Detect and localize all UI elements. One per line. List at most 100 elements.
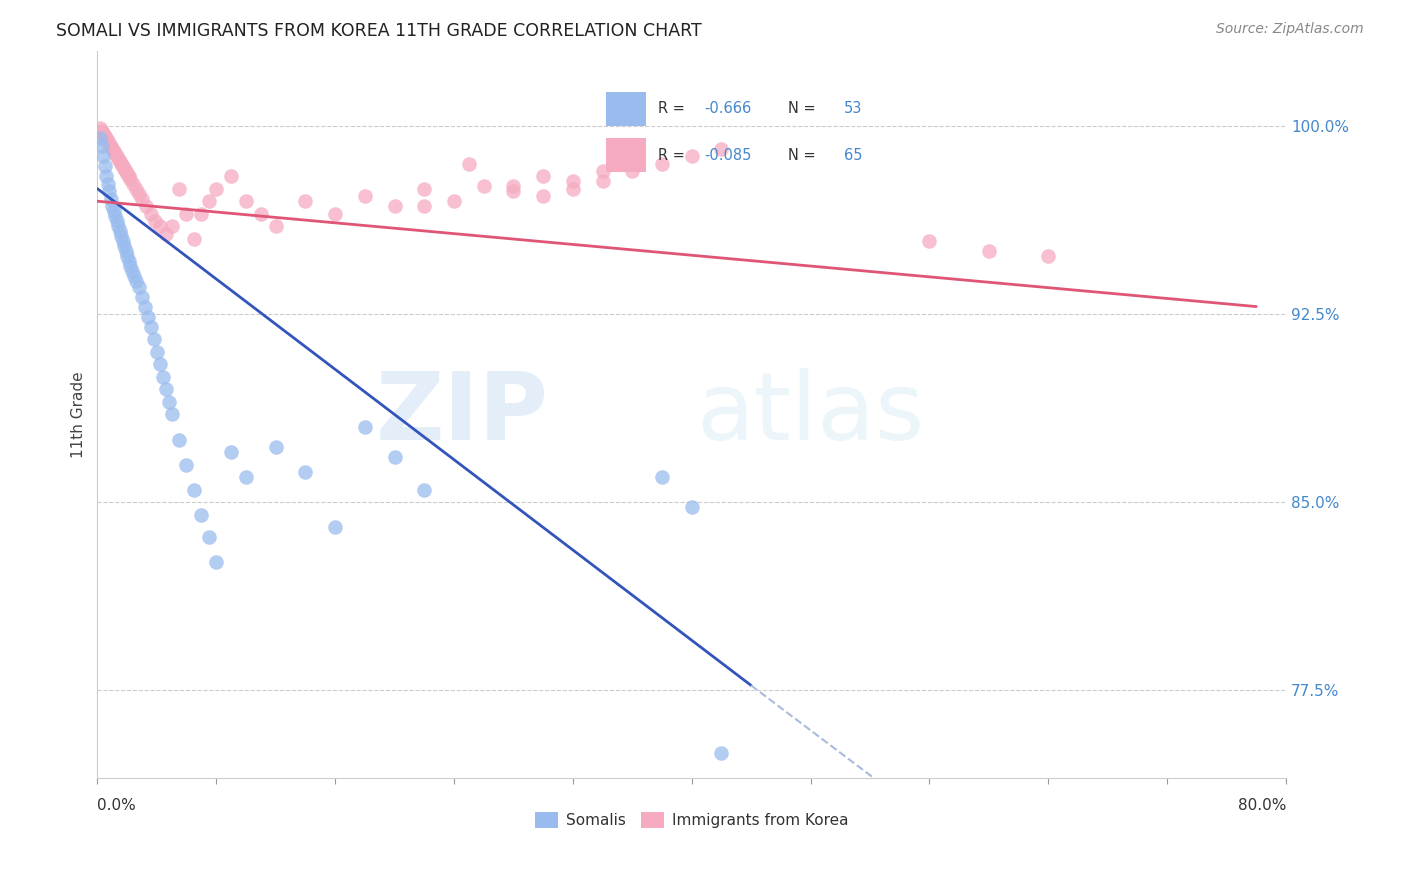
Point bbox=[413, 483, 436, 497]
Point bbox=[197, 530, 219, 544]
Point bbox=[531, 189, 554, 203]
Point bbox=[205, 182, 228, 196]
Point bbox=[142, 332, 165, 346]
Point bbox=[294, 465, 316, 479]
Text: SOMALI VS IMMIGRANTS FROM KOREA 11TH GRADE CORRELATION CHART: SOMALI VS IMMIGRANTS FROM KOREA 11TH GRA… bbox=[56, 22, 702, 40]
Point bbox=[98, 184, 121, 198]
Point bbox=[176, 207, 198, 221]
Point bbox=[502, 179, 524, 194]
Point bbox=[413, 199, 436, 213]
Point bbox=[176, 458, 198, 472]
Point bbox=[457, 156, 479, 170]
Point bbox=[167, 182, 190, 196]
Point bbox=[91, 149, 114, 163]
Point bbox=[264, 219, 287, 234]
Point bbox=[651, 156, 673, 170]
Point bbox=[131, 289, 153, 303]
Point bbox=[710, 142, 733, 156]
Text: ZIP: ZIP bbox=[377, 368, 548, 460]
Point bbox=[118, 171, 141, 186]
Point bbox=[197, 194, 219, 209]
Point bbox=[205, 556, 228, 570]
Point bbox=[681, 149, 703, 163]
Point bbox=[104, 209, 127, 223]
Point bbox=[977, 244, 1000, 259]
Point bbox=[472, 179, 495, 194]
Point bbox=[96, 169, 118, 183]
Point bbox=[531, 169, 554, 183]
Point bbox=[110, 156, 132, 170]
Point bbox=[90, 124, 112, 138]
Point bbox=[167, 433, 190, 447]
Point bbox=[89, 131, 111, 145]
Point bbox=[235, 470, 257, 484]
Point bbox=[160, 219, 183, 234]
Point bbox=[592, 164, 614, 178]
Point bbox=[651, 470, 673, 484]
Point bbox=[117, 254, 139, 268]
Text: 0.0%: 0.0% bbox=[97, 798, 136, 814]
Point bbox=[122, 177, 145, 191]
Point bbox=[108, 154, 131, 169]
Point bbox=[264, 440, 287, 454]
Point bbox=[104, 146, 127, 161]
Point bbox=[384, 199, 406, 213]
Point bbox=[121, 264, 143, 278]
Point bbox=[125, 275, 148, 289]
Point bbox=[323, 520, 346, 534]
Point bbox=[112, 161, 135, 176]
Point bbox=[413, 182, 436, 196]
Point bbox=[146, 344, 169, 359]
Point bbox=[681, 500, 703, 515]
Point bbox=[111, 159, 134, 173]
Point bbox=[115, 249, 138, 263]
Point bbox=[561, 174, 583, 188]
Text: Source: ZipAtlas.com: Source: ZipAtlas.com bbox=[1216, 22, 1364, 37]
Point bbox=[101, 199, 124, 213]
Point bbox=[91, 127, 114, 141]
Point bbox=[100, 192, 122, 206]
Point bbox=[131, 192, 153, 206]
Point bbox=[918, 235, 941, 249]
Point bbox=[124, 269, 146, 284]
Point bbox=[353, 189, 375, 203]
Y-axis label: 11th Grade: 11th Grade bbox=[72, 371, 86, 458]
Point bbox=[105, 214, 128, 228]
Point bbox=[125, 182, 148, 196]
Point bbox=[155, 383, 177, 397]
Point bbox=[183, 483, 205, 497]
Point bbox=[561, 182, 583, 196]
Point bbox=[443, 194, 465, 209]
Point bbox=[160, 408, 183, 422]
Point bbox=[101, 142, 124, 156]
Point bbox=[183, 232, 205, 246]
Point bbox=[1038, 249, 1060, 263]
Legend: Somalis, Immigrants from Korea: Somalis, Immigrants from Korea bbox=[527, 805, 856, 836]
Point bbox=[136, 310, 159, 324]
Point bbox=[110, 229, 132, 244]
Point bbox=[94, 128, 117, 143]
Point bbox=[128, 186, 150, 201]
Point bbox=[157, 395, 180, 409]
Point bbox=[249, 207, 271, 221]
Point bbox=[128, 279, 150, 293]
Point bbox=[710, 746, 733, 760]
Point bbox=[353, 420, 375, 434]
Point bbox=[98, 136, 121, 151]
Point bbox=[111, 235, 134, 249]
Point bbox=[149, 219, 172, 234]
Point bbox=[155, 227, 177, 241]
Point bbox=[89, 121, 111, 136]
Point bbox=[621, 164, 644, 178]
Point bbox=[118, 260, 141, 274]
Point bbox=[143, 214, 166, 228]
Point bbox=[135, 199, 157, 213]
Point bbox=[502, 184, 524, 198]
Point bbox=[149, 357, 172, 371]
Point bbox=[107, 152, 129, 166]
Point bbox=[384, 450, 406, 464]
Point bbox=[103, 144, 125, 158]
Point bbox=[235, 194, 257, 209]
Point bbox=[190, 207, 212, 221]
Point bbox=[108, 224, 131, 238]
